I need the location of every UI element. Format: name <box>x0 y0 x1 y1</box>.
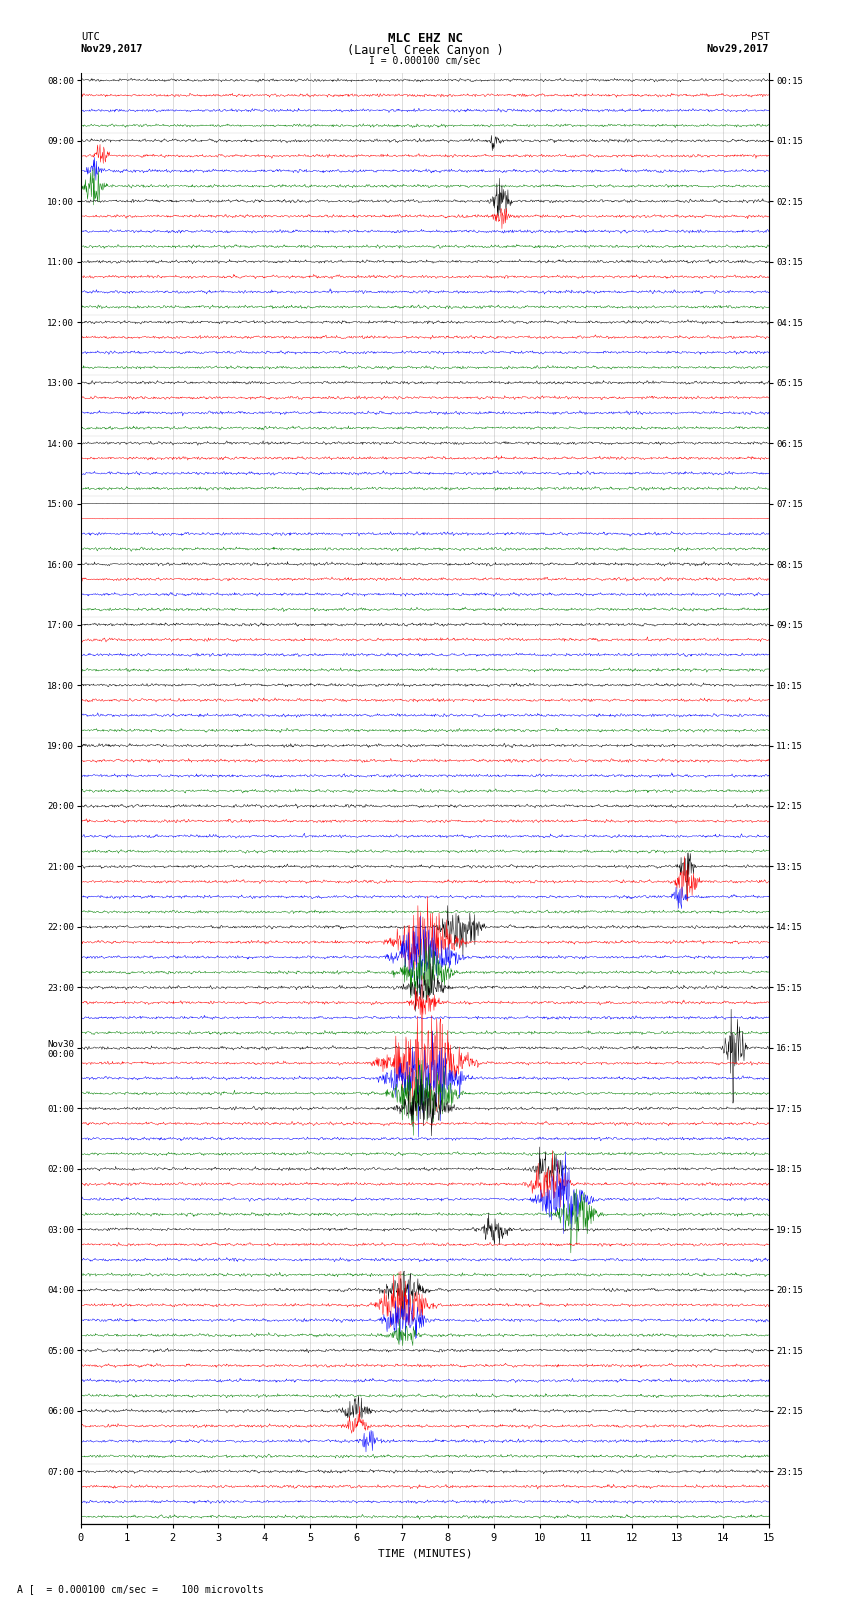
Text: (Laurel Creek Canyon ): (Laurel Creek Canyon ) <box>347 44 503 56</box>
Text: A [  = 0.000100 cm/sec =    100 microvolts: A [ = 0.000100 cm/sec = 100 microvolts <box>17 1584 264 1594</box>
Text: UTC: UTC <box>81 32 99 42</box>
Text: MLC EHZ NC: MLC EHZ NC <box>388 32 462 45</box>
Text: Nov29,2017: Nov29,2017 <box>81 44 144 53</box>
X-axis label: TIME (MINUTES): TIME (MINUTES) <box>377 1548 473 1558</box>
Text: Nov29,2017: Nov29,2017 <box>706 44 769 53</box>
Text: I = 0.000100 cm/sec: I = 0.000100 cm/sec <box>369 56 481 66</box>
Text: PST: PST <box>751 32 769 42</box>
